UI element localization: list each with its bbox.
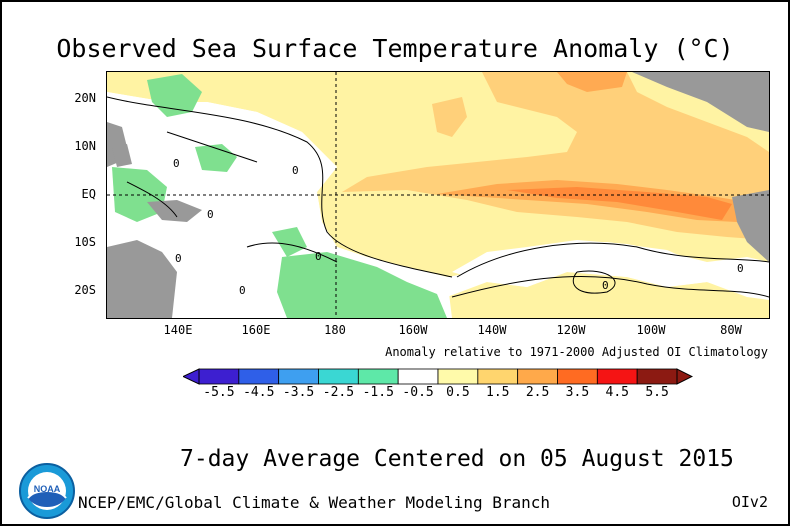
colorbar-tick-label: 1.5 bbox=[486, 385, 510, 400]
contour-label: 0 bbox=[602, 279, 609, 292]
climatology-note: Anomaly relative to 1971-2000 Adjusted O… bbox=[385, 345, 768, 359]
contour-label: 0 bbox=[207, 208, 214, 221]
lon-label-140e: 140E bbox=[163, 323, 193, 337]
colorbar-segment bbox=[238, 368, 280, 385]
logo-text: NOAA bbox=[34, 484, 61, 494]
anomaly-cool-e bbox=[272, 227, 307, 257]
contour-label: 0 bbox=[292, 164, 299, 177]
colorbar-segment bbox=[278, 368, 319, 385]
contour-label: 0 bbox=[737, 262, 744, 275]
colorbar-left-arrow bbox=[183, 368, 200, 385]
colorbar-segment bbox=[437, 368, 479, 385]
land-north-america bbox=[632, 72, 769, 132]
colorbar-tick-label: -0.5 bbox=[402, 385, 434, 400]
lat-label-20n: 20N bbox=[74, 91, 96, 105]
anomaly-cool-b bbox=[195, 144, 237, 172]
colorbar-tick-label: -2.5 bbox=[322, 385, 355, 400]
colorbar-tick-label: 4.5 bbox=[605, 385, 629, 400]
lon-label-140w: 140W bbox=[477, 323, 507, 337]
colorbar-segment bbox=[636, 368, 678, 385]
map-title: Observed Sea Surface Temperature Anomaly… bbox=[56, 34, 734, 63]
land-philippines bbox=[112, 144, 132, 167]
anomaly-cool-a bbox=[147, 74, 202, 117]
colorbar-segment bbox=[557, 368, 598, 385]
noaa-logo-icon: NOAA bbox=[19, 463, 75, 519]
lon-label-80w: 80W bbox=[720, 323, 742, 337]
colorbar-tick-label: -1.5 bbox=[362, 385, 394, 400]
lon-label-180: 180 bbox=[324, 323, 346, 337]
lon-label-120w: 120W bbox=[556, 323, 586, 337]
colorbar-tick-label: -3.5 bbox=[282, 385, 315, 400]
anomaly-neutral-south bbox=[452, 240, 769, 300]
contour-label: 0 bbox=[175, 252, 182, 265]
colorbar-tick-label: 2.5 bbox=[525, 385, 550, 400]
lat-label-eq: EQ bbox=[81, 187, 96, 201]
averaging-period-subtitle: 7-day Average Centered on 05 August 2015 bbox=[180, 446, 734, 472]
credit-text: NCEP/EMC/Global Climate & Weather Modeli… bbox=[78, 493, 551, 512]
land-south-america bbox=[732, 190, 769, 262]
colorbar-tick-label: 3.5 bbox=[565, 385, 590, 400]
lat-label-10s: 10S bbox=[74, 235, 96, 249]
lon-label-160w: 160W bbox=[398, 323, 428, 337]
lon-label-100w: 100W bbox=[636, 323, 666, 337]
colorbar-segment bbox=[198, 368, 240, 385]
contour-label: 0 bbox=[173, 157, 180, 170]
colorbar-segment bbox=[477, 368, 519, 385]
anomaly-neutral-west bbox=[107, 92, 452, 318]
colorbar bbox=[183, 368, 693, 385]
lat-label-10n: 10N bbox=[74, 139, 96, 153]
lon-label-160e: 160E bbox=[241, 323, 271, 337]
version-label: OIv2 bbox=[731, 493, 768, 511]
anomaly-warm-south bbox=[447, 272, 769, 318]
anomaly-cool-d bbox=[277, 252, 447, 318]
sst-anomaly-map: 0 0 0 0 0 0 0 0 bbox=[106, 71, 770, 319]
map-svg bbox=[107, 72, 769, 318]
colorbar-segment bbox=[357, 368, 399, 385]
land-new-guinea bbox=[147, 200, 202, 222]
colorbar-segment bbox=[397, 368, 439, 385]
colorbar-segment bbox=[517, 368, 558, 385]
colorbar-segment bbox=[596, 368, 638, 385]
colorbar-tick-label: -4.5 bbox=[243, 385, 275, 400]
contour-label: 0 bbox=[239, 284, 246, 297]
colorbar-tick-label: -5.5 bbox=[203, 385, 235, 400]
lat-label-20s: 20S bbox=[74, 283, 96, 297]
colorbar-right-arrow bbox=[676, 368, 693, 385]
colorbar-segment bbox=[318, 368, 359, 385]
zero-contours bbox=[107, 96, 769, 298]
contour-label: 0 bbox=[315, 250, 322, 263]
anomaly-warm-1.5-hawaii bbox=[432, 97, 467, 137]
anomaly-warm-2.5-north bbox=[557, 72, 627, 92]
colorbar-tick-label: 5.5 bbox=[645, 385, 669, 400]
land-australia bbox=[107, 240, 177, 318]
colorbar-tick-label: 0.5 bbox=[446, 385, 470, 400]
